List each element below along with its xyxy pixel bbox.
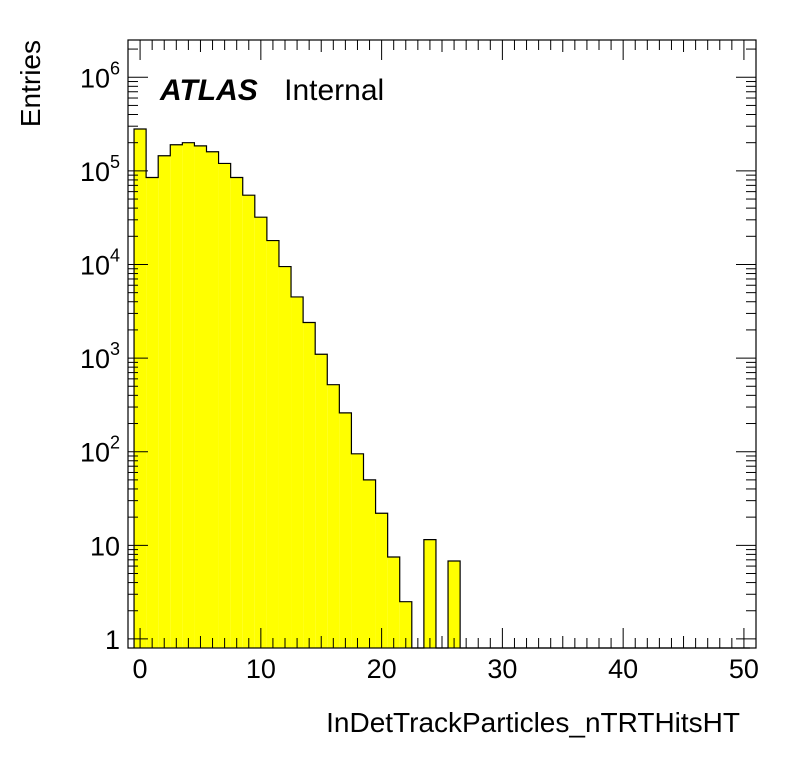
y-tick-label: 102 [80,433,120,468]
histogram-bar [315,354,328,648]
axis-ticks [128,40,756,648]
histogram-bar [218,163,231,648]
histogram-bar [206,151,219,648]
histogram-bar [254,217,267,648]
histogram-bar [242,195,255,649]
x-tick-label: 40 [608,654,638,684]
y-tick-label: 10 [90,531,120,561]
x-tick-labels: 0 10 20 30 40 50 [133,654,759,684]
histogram-bar [303,322,316,648]
histogram-bar [387,557,400,648]
histogram-bar [291,296,304,648]
histogram-bar [230,177,243,649]
y-tick-label: 104 [80,245,120,280]
histogram-bar [146,177,159,649]
histogram-bar [278,266,292,648]
histogram-bar [423,539,436,648]
x-tick-label: 30 [487,654,517,684]
histogram-bar [351,453,364,648]
y-tick-labels: 1 10 102 103 104 105 106 [80,58,120,655]
histogram-bar [327,384,340,648]
histogram-bar [158,155,171,648]
histogram-bar [182,142,195,648]
y-tick-label: 106 [80,58,120,93]
x-axis-title: InDetTrackParticles_nTRTHitsHT [326,707,740,738]
histogram-bar [363,479,376,648]
y-axis-title: Entries [15,40,46,127]
histogram-bar [399,601,412,648]
atlas-label-internal: Internal [284,74,384,107]
atlas-label-bold: ATLAS [159,74,258,107]
histogram-bar [339,412,352,648]
histogram-bars [134,129,461,649]
y-tick-label: 103 [80,339,120,374]
y-tick-label: 105 [80,152,120,187]
histogram-bar [375,513,388,648]
x-tick-label: 20 [367,654,397,684]
histogram-bar [266,240,279,648]
x-tick-label: 0 [133,654,148,684]
histogram-bar [134,129,147,649]
atlas-label: ATLAS Internal [159,74,384,107]
histogram-bar [194,145,207,648]
x-tick-label: 50 [729,654,759,684]
histogram-bar [170,144,183,648]
y-tick-label: 1 [105,625,120,655]
histogram-bar [448,560,461,648]
x-tick-label: 10 [246,654,276,684]
